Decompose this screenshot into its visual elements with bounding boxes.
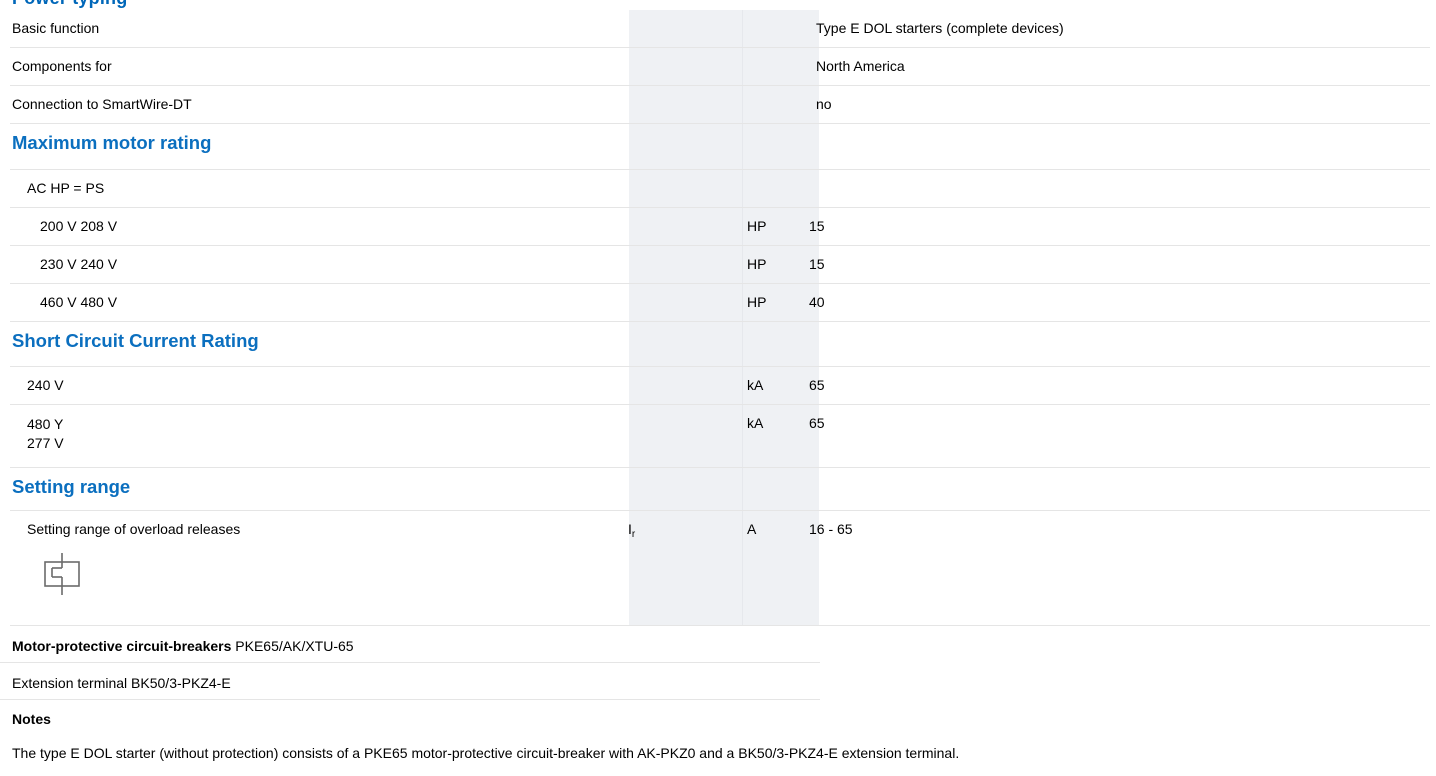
spec-row-smartwire: Connection to SmartWire-DT no xyxy=(10,86,1430,124)
group-heading-label: Maximum motor rating xyxy=(12,132,212,153)
spec-unit: kA xyxy=(747,377,764,393)
spec-row-sccr-480y: 480 Y 277 V kA 65 xyxy=(10,405,1430,468)
spec-label: 240 V xyxy=(27,377,64,393)
spec-value: 15 xyxy=(809,256,825,272)
spec-value: 16 - 65 xyxy=(809,521,853,537)
spec-value: 65 xyxy=(809,377,825,393)
spec-label: Setting range of overload releases xyxy=(27,521,241,537)
spec-value: Type E DOL starters (complete devices) xyxy=(816,20,1064,36)
symbol-unit-column-band xyxy=(629,10,819,626)
component-value: PKE65/AK/XTU-65 xyxy=(235,638,354,654)
group-heading-setting-range: Setting range xyxy=(10,468,1430,511)
component-label: Motor-protective circuit-breakers PKE65/… xyxy=(12,638,354,654)
spec-unit: HP xyxy=(747,256,767,272)
subgroup-row-ac-hp: AC HP = PS xyxy=(10,170,1430,208)
notes-text: The type E DOL starter (without protecti… xyxy=(12,745,960,761)
overload-release-symbol-icon xyxy=(44,553,80,595)
component-label-bold: Motor-protective circuit-breakers xyxy=(12,638,232,654)
spec-row-components-for: Components for North America xyxy=(10,48,1430,86)
spec-unit: HP xyxy=(747,218,767,234)
spec-label: 230 V 240 V xyxy=(40,256,118,272)
spec-value: 65 xyxy=(809,415,825,431)
spec-label: 460 V 480 V xyxy=(40,294,118,310)
symbol-subscript: r xyxy=(631,529,636,540)
spec-label: Basic function xyxy=(12,20,100,36)
component-row-extension: Extension terminal BK50/3-PKZ4-E xyxy=(0,663,820,700)
spec-row-overload-setting: Setting range of overload releases Ir A … xyxy=(10,511,1430,626)
group-heading-label: Short Circuit Current Rating xyxy=(12,330,259,351)
group-heading-sccr: Short Circuit Current Rating xyxy=(10,322,1430,367)
spec-unit: A xyxy=(747,521,757,537)
spec-symbol: Ir xyxy=(628,521,635,540)
spec-value: North America xyxy=(816,58,905,74)
group-heading-label: Setting range xyxy=(12,476,131,497)
spec-row-sccr-240v: 240 V kA 65 xyxy=(10,367,1430,405)
spec-unit: HP xyxy=(747,294,767,310)
spec-value: 40 xyxy=(809,294,825,310)
spec-label-line2: 277 V xyxy=(27,435,64,451)
section-title: Power typing xyxy=(12,0,127,9)
spec-label-line1: 480 Y xyxy=(27,416,64,432)
spec-row-hp-460v: 460 V 480 V HP 40 xyxy=(10,284,1430,322)
component-label: Extension terminal BK50/3-PKZ4-E xyxy=(12,675,231,691)
spec-unit: kA xyxy=(747,415,764,431)
spec-label: Components for xyxy=(12,58,112,74)
spec-label: 480 Y 277 V xyxy=(27,415,64,453)
group-heading-motor-rating: Maximum motor rating xyxy=(10,124,1430,170)
spec-label: 200 V 208 V xyxy=(40,218,118,234)
spec-row-hp-230v: 230 V 240 V HP 15 xyxy=(10,246,1430,284)
component-row-mpcb: Motor-protective circuit-breakers PKE65/… xyxy=(0,626,820,663)
spec-row-basic-function: Basic function Type E DOL starters (comp… xyxy=(10,10,1430,48)
spec-value: no xyxy=(816,96,832,112)
spec-row-hp-200v: 200 V 208 V HP 15 xyxy=(10,208,1430,246)
subgroup-label: AC HP = PS xyxy=(27,180,105,196)
spec-value: 15 xyxy=(809,218,825,234)
column-divider xyxy=(742,10,743,626)
notes-heading: Notes xyxy=(12,711,51,727)
symbol-main: I xyxy=(628,521,632,537)
spec-label: Connection to SmartWire-DT xyxy=(12,96,192,112)
